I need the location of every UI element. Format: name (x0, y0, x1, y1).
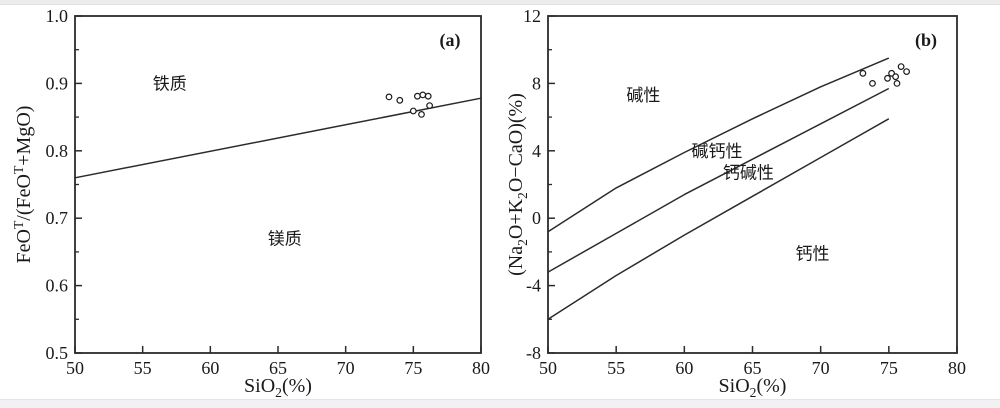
panel-label: (b) (915, 30, 937, 51)
x-tick-label: 75 (880, 358, 898, 378)
x-tick-label: 55 (607, 358, 625, 378)
boundary-line (547, 118, 890, 320)
field-label: 碱性 (626, 86, 660, 105)
data-point (859, 69, 867, 77)
plot-frame (547, 15, 958, 354)
x-tick-label: 70 (812, 358, 830, 378)
plot-frame (74, 15, 482, 354)
top-strip (0, 0, 1000, 5)
data-point (884, 74, 891, 82)
x-axis-title: SiO2(%) (719, 375, 787, 400)
y-tick-label: 0.9 (46, 73, 69, 93)
y-tick-label: 8 (532, 73, 541, 93)
field-label: 钙性 (795, 245, 829, 264)
y-tick-label: -4 (526, 276, 541, 296)
bottom-strip (0, 399, 1000, 408)
y-axis-title: FeOT/(FeOT+MgO) (11, 106, 35, 264)
y-tick-label: 1.0 (46, 6, 69, 26)
data-point (892, 73, 900, 81)
data-point (385, 93, 393, 101)
field-label: 钙碱性 (723, 164, 774, 183)
data-point (414, 92, 421, 100)
field-label: 铁质 (153, 74, 187, 93)
y-tick-label: 0.7 (46, 208, 69, 228)
data-point (893, 79, 901, 87)
boundary-line (547, 57, 890, 233)
x-axis-title: SiO2(%) (244, 375, 312, 400)
data-point (869, 79, 876, 87)
x-tick-label: 50 (539, 358, 557, 378)
x-tick-label: 55 (134, 358, 152, 378)
y-tick-label: 0.8 (46, 141, 69, 161)
y-tick-label: -8 (526, 343, 541, 363)
data-point (897, 63, 905, 70)
data-point (426, 102, 434, 109)
field-label: 碱钙性 (692, 142, 743, 161)
x-tick-label: 60 (201, 358, 219, 378)
x-tick-label: 80 (948, 358, 966, 378)
x-tick-label: 65 (269, 358, 287, 378)
x-tick-label: 60 (675, 358, 693, 378)
data-point (418, 110, 425, 118)
x-tick-label: 80 (472, 358, 490, 378)
y-tick-label: 0.5 (46, 343, 69, 363)
y-tick-label: 12 (523, 6, 541, 26)
data-point (409, 107, 417, 115)
data-point (396, 96, 404, 104)
y-axis-title: (Na2O+K2O−CaO)(%) (505, 93, 530, 276)
data-point (903, 68, 911, 75)
data-point (419, 91, 427, 99)
x-tick-label: 65 (744, 358, 762, 378)
y-tick-label: 0 (532, 208, 541, 228)
field-label: 镁质 (268, 229, 302, 248)
y-tick-label: 4 (532, 141, 541, 161)
panel-label: (a) (440, 30, 461, 51)
boundary-line (74, 97, 482, 179)
data-point (424, 92, 432, 100)
x-tick-label: 50 (66, 358, 84, 378)
x-tick-label: 75 (404, 358, 422, 378)
y-tick-label: 0.6 (46, 276, 69, 296)
boundary-line (547, 87, 890, 273)
x-tick-label: 70 (337, 358, 355, 378)
